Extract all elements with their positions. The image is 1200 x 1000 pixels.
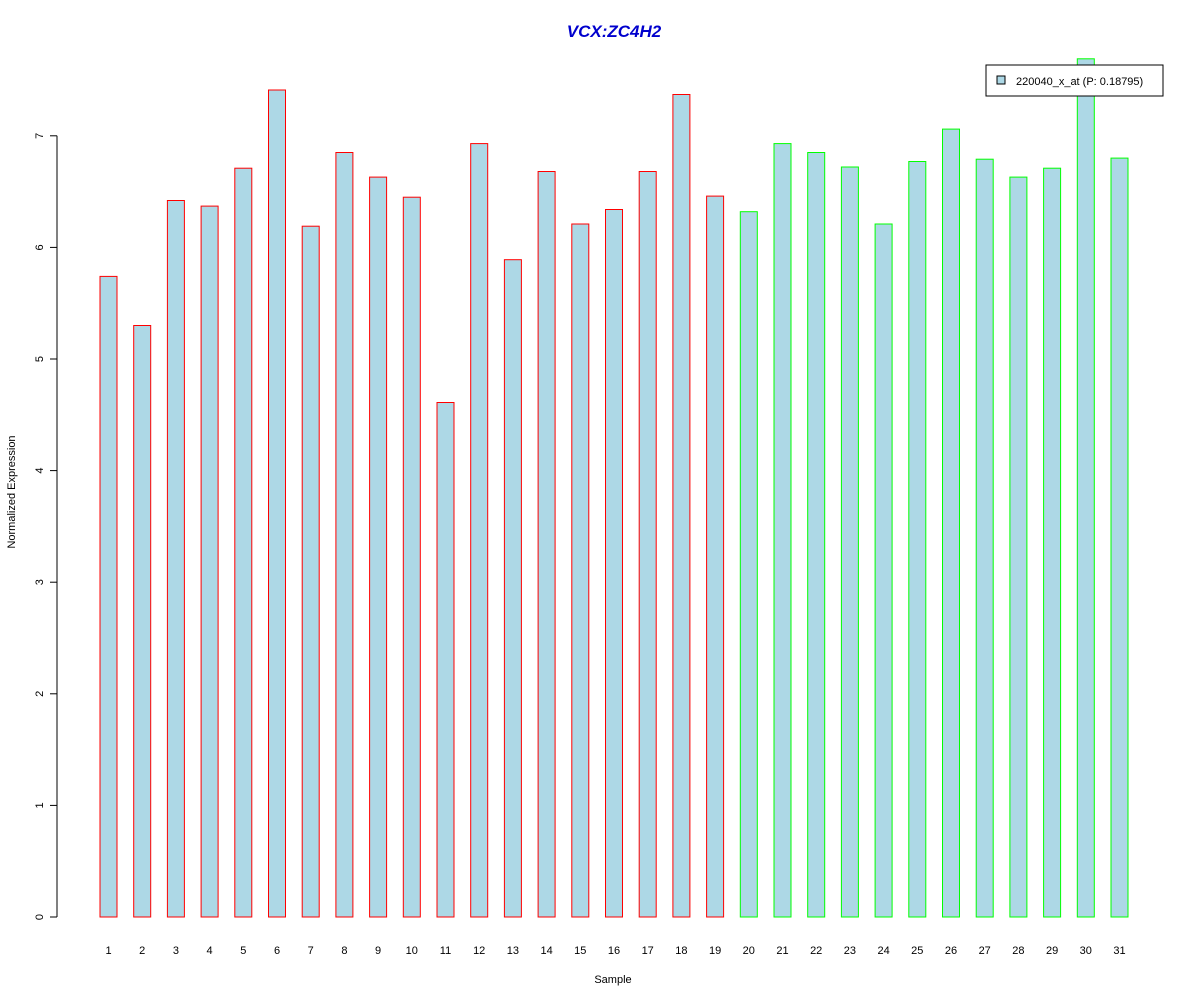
x-tick-label: 13 xyxy=(507,945,519,957)
bar-12 xyxy=(470,143,489,918)
bar-27 xyxy=(975,158,994,918)
x-tick-label: 29 xyxy=(1046,945,1058,957)
y-tick-label: 5 xyxy=(34,356,46,362)
bar-18 xyxy=(672,94,691,918)
y-axis-title: Normalized Expression xyxy=(6,435,18,548)
x-tick-label: 20 xyxy=(743,945,755,957)
x-tick-label: 10 xyxy=(406,945,418,957)
bar-10 xyxy=(402,196,421,918)
bar-5 xyxy=(234,167,253,918)
x-tick-label: 8 xyxy=(341,945,347,957)
bar-series xyxy=(99,58,1129,918)
y-tick-label: 0 xyxy=(34,914,46,920)
bar-15 xyxy=(571,223,590,918)
bar-25 xyxy=(908,161,927,918)
bar-30 xyxy=(1076,58,1095,918)
bar-22 xyxy=(807,152,826,918)
bar-8 xyxy=(335,152,354,918)
x-tick-label: 18 xyxy=(675,945,687,957)
legend-swatch xyxy=(996,75,1006,85)
x-tick-label: 31 xyxy=(1113,945,1125,957)
bar-28 xyxy=(1009,176,1028,918)
y-axis: 0 1 2 3 4 5 6 7 xyxy=(34,133,58,920)
x-tick-label: 16 xyxy=(608,945,620,957)
x-tick-label: 21 xyxy=(776,945,788,957)
x-tick-label: 27 xyxy=(979,945,991,957)
bar-3 xyxy=(166,200,185,918)
x-tick-label: 19 xyxy=(709,945,721,957)
x-tick-label: 22 xyxy=(810,945,822,957)
x-tick-label: 1 xyxy=(105,945,111,957)
y-tick-label: 3 xyxy=(34,579,46,585)
bar-7 xyxy=(301,225,320,918)
x-tick-label: 3 xyxy=(173,945,179,957)
x-tick-label: 9 xyxy=(375,945,381,957)
y-tick-label: 4 xyxy=(34,468,46,474)
legend: 220040_x_at (P: 0.18795) xyxy=(985,64,1164,97)
x-tick-label: 25 xyxy=(911,945,923,957)
x-axis-title: Sample xyxy=(594,974,631,986)
x-tick-label: 28 xyxy=(1012,945,1024,957)
x-tick-label: 11 xyxy=(440,945,451,957)
x-tick-label: 12 xyxy=(473,945,485,957)
bar-19 xyxy=(706,195,725,918)
chart-title: VCX:ZC4H2 xyxy=(567,22,662,41)
x-tick-label: 23 xyxy=(844,945,856,957)
bar-1 xyxy=(99,275,118,918)
bar-14 xyxy=(537,171,556,918)
bar-4 xyxy=(200,205,219,918)
bar-9 xyxy=(369,176,388,918)
bar-11 xyxy=(436,402,455,918)
x-tick-label: 24 xyxy=(877,945,889,957)
bar-24 xyxy=(874,223,893,918)
legend-label: 220040_x_at (P: 0.18795) xyxy=(1016,76,1143,88)
x-tick-label: 14 xyxy=(540,945,552,957)
x-tick-label: 17 xyxy=(642,945,654,957)
x-axis-tick-labels: 1 2 3 4 5 6 7 8 9 10 11 12 13 14 15 16 17 18 19 20 21 22 23 24 2… xyxy=(105,945,1125,957)
bar-21 xyxy=(773,143,792,918)
legend-box xyxy=(985,64,1164,97)
x-tick-label: 26 xyxy=(945,945,957,957)
bar-29 xyxy=(1043,167,1062,918)
x-tick-label: 4 xyxy=(207,945,213,957)
bar-16 xyxy=(605,209,623,918)
bar-6 xyxy=(268,89,286,918)
y-tick-label: 6 xyxy=(34,244,46,250)
bar-2 xyxy=(133,325,152,918)
y-tick-label: 2 xyxy=(34,691,46,697)
x-tick-label: 7 xyxy=(308,945,314,957)
x-tick-label: 2 xyxy=(139,945,145,957)
x-tick-label: 15 xyxy=(574,945,586,957)
x-tick-label: 6 xyxy=(274,945,280,957)
bar-13 xyxy=(503,259,522,918)
x-tick-label: 30 xyxy=(1080,945,1092,957)
bar-23 xyxy=(840,166,859,918)
bar-31 xyxy=(1110,157,1129,918)
bar-20 xyxy=(739,211,758,918)
bar-26 xyxy=(942,128,960,918)
bar-17 xyxy=(638,171,657,918)
y-tick-label: 7 xyxy=(34,133,46,139)
y-tick-label: 1 xyxy=(34,802,46,808)
x-tick-label: 5 xyxy=(240,945,246,957)
